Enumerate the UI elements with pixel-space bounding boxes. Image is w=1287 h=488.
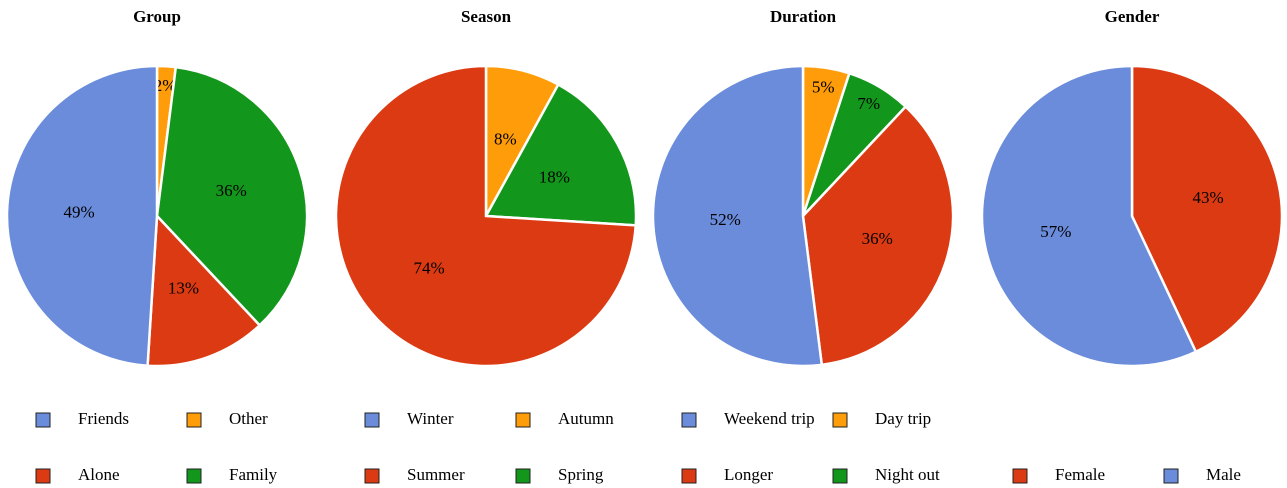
chart-title: Group [133, 7, 181, 26]
slice-label: 18% [539, 167, 570, 186]
legend-swatch [832, 468, 848, 484]
legend-label: Night out [875, 465, 940, 484]
legend-swatch [186, 468, 202, 484]
pie-slice [155, 65, 309, 328]
slice-label: 52% [710, 210, 741, 229]
slice-label: 74% [414, 258, 445, 277]
legend-swatch [681, 412, 697, 428]
legend-label: Weekend trip [724, 409, 815, 428]
legend-label: Spring [558, 465, 604, 484]
legend-label: Other [229, 409, 268, 428]
legend-label: Alone [78, 465, 120, 484]
legend-label: Longer [724, 465, 773, 484]
legend-swatch [515, 468, 531, 484]
pie-slice [980, 64, 1198, 368]
legend-swatch [364, 412, 380, 428]
legend-label: Friends [78, 409, 129, 428]
slice-label: 36% [862, 229, 893, 248]
pie-slice [651, 64, 824, 368]
legend-swatch [364, 468, 380, 484]
slice-label: 7% [857, 94, 880, 113]
legend-swatch [1012, 468, 1028, 484]
slice-label: 8% [494, 129, 517, 148]
slice-label: 2% [154, 76, 177, 95]
legend-swatch [832, 412, 848, 428]
chart-title: Season [461, 7, 512, 26]
legend-label: Day trip [875, 409, 931, 428]
slice-label: 43% [1193, 188, 1224, 207]
legend-swatch [35, 468, 51, 484]
pie-slice [801, 104, 955, 367]
slice-label: 36% [216, 181, 247, 200]
slice-label: 13% [168, 278, 199, 297]
legend-label: Family [229, 465, 278, 484]
legend-swatch [681, 468, 697, 484]
legend-swatch [35, 412, 51, 428]
pie-slice [146, 213, 262, 368]
pie-slice [483, 82, 638, 227]
pie-slice [334, 64, 638, 368]
legend-swatch [515, 412, 531, 428]
slice-label: 49% [63, 202, 94, 221]
legend-swatch [186, 412, 202, 428]
slice-label: 57% [1040, 222, 1071, 241]
legend-label: Female [1055, 465, 1105, 484]
legend-label: Male [1206, 465, 1241, 484]
legend-swatch [1163, 468, 1179, 484]
slice-label: 5% [812, 77, 835, 96]
legend-label: Winter [407, 409, 454, 428]
legend-label: Summer [407, 465, 465, 484]
legend-label: Autumn [558, 409, 614, 428]
chart-title: Duration [770, 7, 837, 26]
pie-slice [1130, 64, 1284, 354]
pie-slice [5, 64, 159, 368]
chart-title: Gender [1105, 7, 1160, 26]
